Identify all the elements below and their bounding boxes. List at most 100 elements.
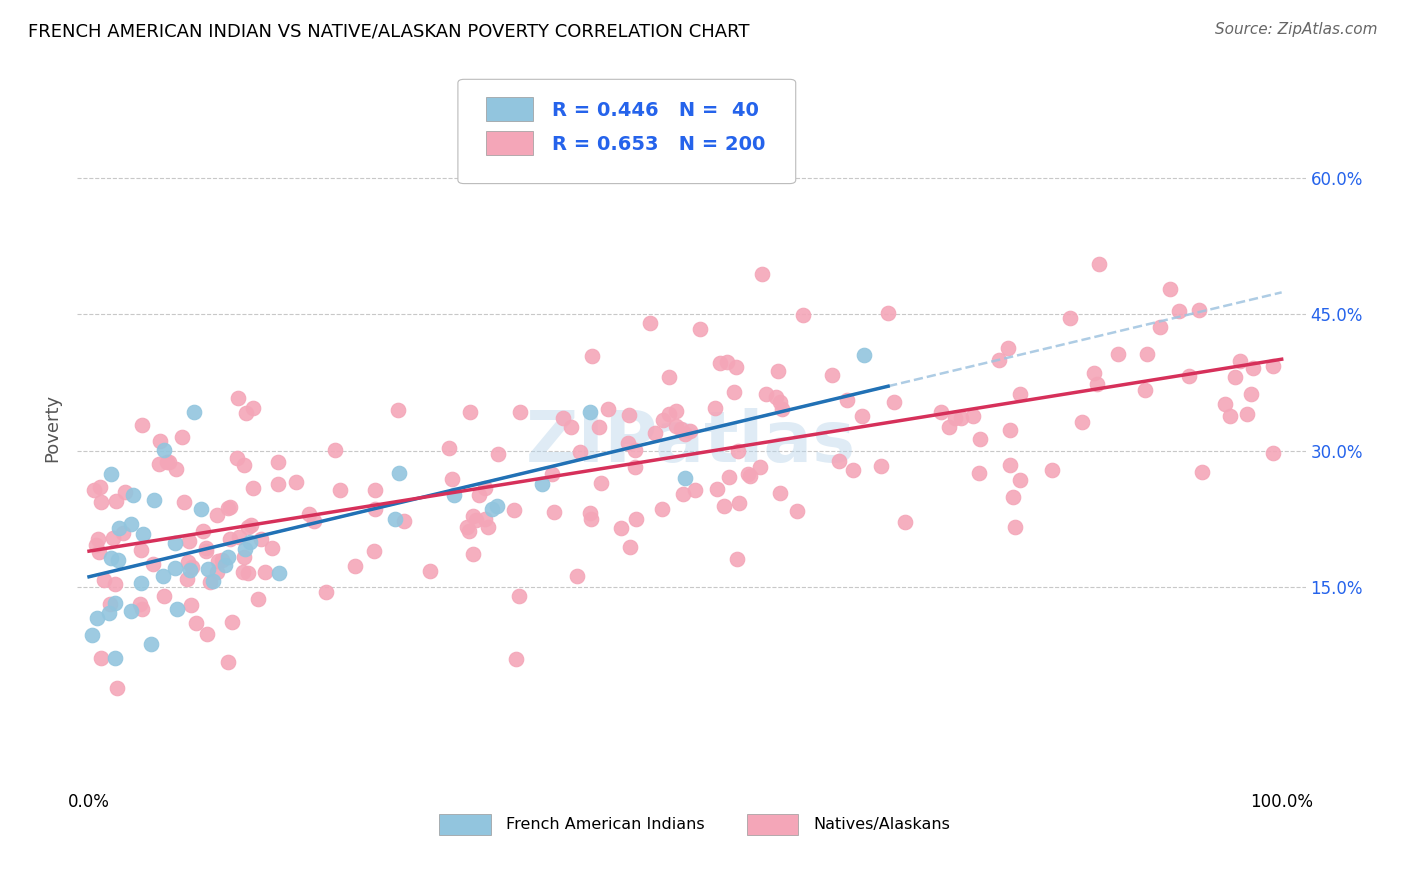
Point bbox=[751, 267, 773, 281]
Point bbox=[749, 459, 772, 474]
Point bbox=[1229, 354, 1251, 368]
Point bbox=[619, 540, 641, 554]
Point bbox=[543, 505, 565, 519]
Point bbox=[893, 515, 915, 529]
Point bbox=[588, 419, 610, 434]
Point bbox=[474, 512, 496, 526]
Point bbox=[461, 509, 484, 524]
Point bbox=[100, 550, 122, 565]
Point bbox=[80, 628, 103, 642]
Point bbox=[107, 681, 129, 695]
FancyBboxPatch shape bbox=[486, 131, 533, 155]
Point bbox=[152, 569, 174, 583]
Point bbox=[1219, 409, 1241, 423]
Point bbox=[235, 406, 257, 420]
Point bbox=[569, 445, 592, 459]
Point bbox=[617, 436, 640, 450]
Point bbox=[870, 459, 893, 474]
Point bbox=[740, 469, 762, 483]
Point bbox=[226, 391, 249, 405]
Point bbox=[190, 502, 212, 516]
Point bbox=[1070, 416, 1092, 430]
Point bbox=[837, 393, 859, 408]
Point bbox=[458, 405, 481, 419]
Point bbox=[131, 602, 153, 616]
Text: R = 0.653   N = 200: R = 0.653 N = 200 bbox=[553, 135, 766, 153]
Point bbox=[488, 447, 510, 461]
Point bbox=[1236, 407, 1258, 421]
Point bbox=[669, 422, 692, 436]
Point bbox=[107, 552, 129, 566]
Point bbox=[120, 516, 142, 531]
Point bbox=[198, 575, 221, 590]
Point bbox=[609, 520, 631, 534]
Point bbox=[100, 467, 122, 481]
Point bbox=[717, 470, 740, 484]
Point bbox=[131, 576, 153, 591]
Point bbox=[820, 368, 842, 383]
Point bbox=[131, 543, 153, 558]
Point bbox=[1241, 361, 1264, 376]
Point bbox=[104, 651, 127, 665]
FancyBboxPatch shape bbox=[458, 79, 796, 184]
Point bbox=[217, 501, 239, 516]
Point bbox=[1223, 369, 1246, 384]
Point bbox=[156, 455, 179, 469]
Point bbox=[1240, 386, 1263, 401]
Point bbox=[727, 444, 749, 458]
Point bbox=[101, 531, 124, 545]
Point bbox=[509, 405, 531, 419]
Point bbox=[207, 565, 229, 579]
Point bbox=[709, 356, 731, 370]
Point bbox=[128, 597, 150, 611]
Point bbox=[262, 541, 284, 556]
Point bbox=[344, 559, 367, 574]
Point bbox=[232, 550, 254, 565]
Point bbox=[183, 405, 205, 419]
Point bbox=[153, 589, 176, 603]
Text: French American Indians: French American Indians bbox=[506, 817, 704, 832]
Point bbox=[929, 405, 952, 419]
Point bbox=[998, 423, 1021, 437]
Point bbox=[997, 341, 1019, 355]
Point bbox=[254, 565, 277, 579]
Point bbox=[387, 402, 409, 417]
Point bbox=[236, 520, 259, 534]
Point bbox=[579, 512, 602, 526]
Point bbox=[969, 432, 991, 446]
Point bbox=[233, 541, 256, 556]
Text: Natives/Alaskans: Natives/Alaskans bbox=[813, 817, 950, 832]
Point bbox=[384, 511, 406, 525]
Point bbox=[962, 409, 984, 423]
Point bbox=[673, 470, 696, 484]
Point bbox=[250, 533, 273, 547]
Point bbox=[181, 559, 204, 574]
Point bbox=[828, 454, 851, 468]
Point bbox=[567, 569, 589, 583]
Point bbox=[176, 572, 198, 586]
Point bbox=[737, 467, 759, 481]
Point bbox=[617, 409, 640, 423]
Text: Source: ZipAtlas.com: Source: ZipAtlas.com bbox=[1215, 22, 1378, 37]
Point bbox=[86, 611, 108, 625]
Point bbox=[1059, 310, 1081, 325]
Point bbox=[267, 566, 290, 581]
Point bbox=[987, 353, 1010, 368]
Point bbox=[560, 420, 582, 434]
Point bbox=[1178, 368, 1201, 383]
FancyBboxPatch shape bbox=[440, 814, 491, 835]
Point bbox=[104, 596, 127, 610]
Point bbox=[217, 655, 239, 669]
Point bbox=[419, 564, 441, 578]
Point bbox=[157, 455, 180, 469]
Point bbox=[883, 395, 905, 409]
Point bbox=[166, 602, 188, 616]
Point bbox=[938, 420, 960, 434]
Point bbox=[461, 547, 484, 561]
Point bbox=[755, 386, 778, 401]
Point bbox=[505, 651, 527, 665]
Point bbox=[364, 483, 387, 498]
Point bbox=[232, 565, 254, 579]
Point bbox=[1159, 282, 1181, 296]
Point bbox=[298, 508, 321, 522]
